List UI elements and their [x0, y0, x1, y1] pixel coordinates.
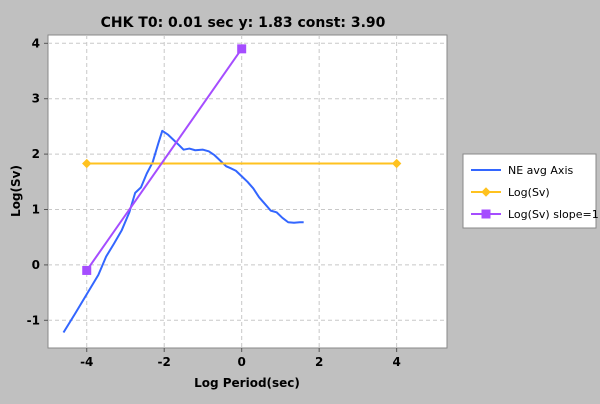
legend-label: Log(Sv) slope=1 [508, 208, 599, 221]
data-point-square [481, 209, 491, 219]
legend-items: NE avg Axis Log(Sv) Log(Sv) slope=1 [471, 164, 599, 221]
series [62, 44, 402, 334]
legend-label: NE avg Axis [508, 164, 573, 177]
x-tick-label: 4 [392, 355, 400, 369]
y-tick-label: 1 [32, 203, 40, 217]
chart-title: CHK T0: 0.01 sec y: 1.83 const: 3.90 [101, 15, 386, 31]
x-tick-label: 2 [315, 355, 323, 369]
y-axis-label: Log(Sv) [9, 165, 23, 217]
data-point-diamond [481, 187, 491, 197]
series-line [62, 129, 304, 334]
data-point-diamond [82, 158, 92, 169]
legend-label: Log(Sv) [508, 186, 550, 199]
data-point-square [237, 44, 247, 54]
data-point-diamond [391, 158, 402, 169]
data-point-square [82, 265, 92, 275]
x-axis-label: Log Period(sec) [194, 376, 300, 390]
y-tick-label: -1 [27, 313, 40, 327]
y-tick-label: 3 [32, 92, 40, 106]
legend: NE avg Axis Log(Sv) Log(Sv) slope=1 [462, 153, 599, 229]
x-tick-label: -4 [80, 355, 93, 369]
series-line [85, 48, 243, 272]
series-0 [62, 129, 304, 334]
legend-item: Log(Sv) slope=1 [471, 208, 599, 221]
plot-area [47, 34, 448, 349]
x-tick-label: -2 [158, 355, 171, 369]
y-tick-label: 0 [32, 258, 40, 272]
legend-item: NE avg Axis [471, 164, 573, 177]
legend-item: Log(Sv) [471, 186, 550, 199]
series-2 [82, 44, 247, 275]
y-tick-label: 4 [32, 36, 40, 50]
series-1 [82, 158, 402, 169]
y-tick-label: 2 [32, 147, 40, 161]
axes: -4 -2 0 2 4 -1 0 1 2 3 4 [27, 36, 401, 369]
grid [48, 35, 447, 348]
x-tick-label: 0 [238, 355, 246, 369]
